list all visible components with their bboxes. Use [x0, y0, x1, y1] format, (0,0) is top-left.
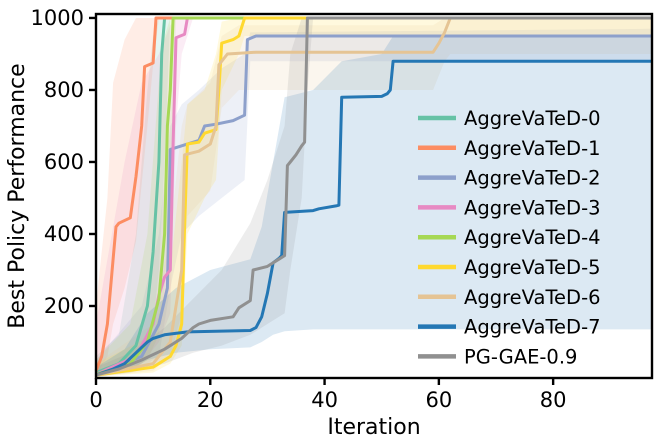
legend-item-AggreVaTeD-4: AggreVaTeD-4 — [418, 226, 601, 249]
y-axis-label: Best Policy Performance — [5, 63, 30, 328]
legend-label: AggreVaTeD-0 — [464, 107, 601, 130]
band-AggreVaTeD-2 — [96, 28, 652, 377]
legend-label: AggreVaTeD-2 — [464, 167, 601, 190]
series-line-AggreVaTeD-5 — [95, 16, 652, 377]
legend-item-AggreVaTeD-6: AggreVaTeD-6 — [418, 286, 601, 309]
legend-item-AggreVaTeD-5: AggreVaTeD-5 — [418, 256, 601, 279]
legend-label: AggreVaTeD-3 — [464, 196, 601, 219]
band-AggreVaTeD-1 — [96, 18, 652, 377]
legend-label: AggreVaTeD-1 — [464, 137, 601, 160]
legend-item-AggreVaTeD-2: AggreVaTeD-2 — [418, 167, 601, 190]
y-tick-label: 400 — [44, 222, 84, 246]
legend-item-AggreVaTeD-3: AggreVaTeD-3 — [418, 196, 601, 219]
legend-label: AggreVaTeD-4 — [464, 226, 601, 249]
series-line-PG-GAE-0.9 — [95, 16, 652, 377]
x-tick-label: 80 — [540, 388, 567, 412]
axes-frame — [94, 12, 654, 380]
x-axis: 0 20 40 60 80 Iteration — [89, 378, 567, 440]
x-tick-label: 60 — [425, 388, 452, 412]
x-axis-label: Iteration — [327, 415, 420, 440]
band-PG-GAE-0.9 — [96, 18, 652, 377]
series-lines — [94, 16, 652, 377]
x-tick-label: 0 — [89, 388, 102, 412]
x-tick-label: 20 — [197, 388, 224, 412]
legend: AggreVaTeD-0 AggreVaTeD-1 AggreVaTeD-2 Aggr… — [418, 107, 601, 368]
y-tick-label: 200 — [44, 294, 84, 318]
legend-label: PG-GAE-0.9 — [464, 345, 577, 368]
series-line-AggreVaTeD-0 — [95, 16, 652, 374]
series-line-AggreVaTeD-1 — [94, 16, 652, 372]
legend-label: AggreVaTeD-6 — [464, 286, 601, 309]
y-axis: 200 400 600 800 1000 Best Policy Performance — [5, 6, 96, 329]
y-tick-label: 1000 — [31, 6, 84, 30]
series-line-AggreVaTeD-3 — [95, 16, 652, 376]
legend-item-AggreVaTeD-0: AggreVaTeD-0 — [418, 107, 601, 130]
legend-item-PG-GAE-0.9: PG-GAE-0.9 — [418, 345, 577, 368]
y-tick-label: 600 — [44, 150, 84, 174]
legend-label: AggreVaTeD-5 — [464, 256, 601, 279]
x-tick-label: 40 — [311, 388, 338, 412]
legend-item-AggreVaTeD-1: AggreVaTeD-1 — [418, 137, 601, 160]
legend-item-AggreVaTeD-7: AggreVaTeD-7 — [418, 316, 601, 339]
y-tick-label: 800 — [44, 78, 84, 102]
series-line-AggreVaTeD-6 — [95, 16, 652, 377]
series-line-AggreVaTeD-4 — [95, 16, 652, 376]
band-AggreVaTeD-0 — [96, 18, 652, 377]
band-AggreVaTeD-7 — [96, 36, 652, 377]
legend-label: AggreVaTeD-7 — [464, 316, 601, 339]
